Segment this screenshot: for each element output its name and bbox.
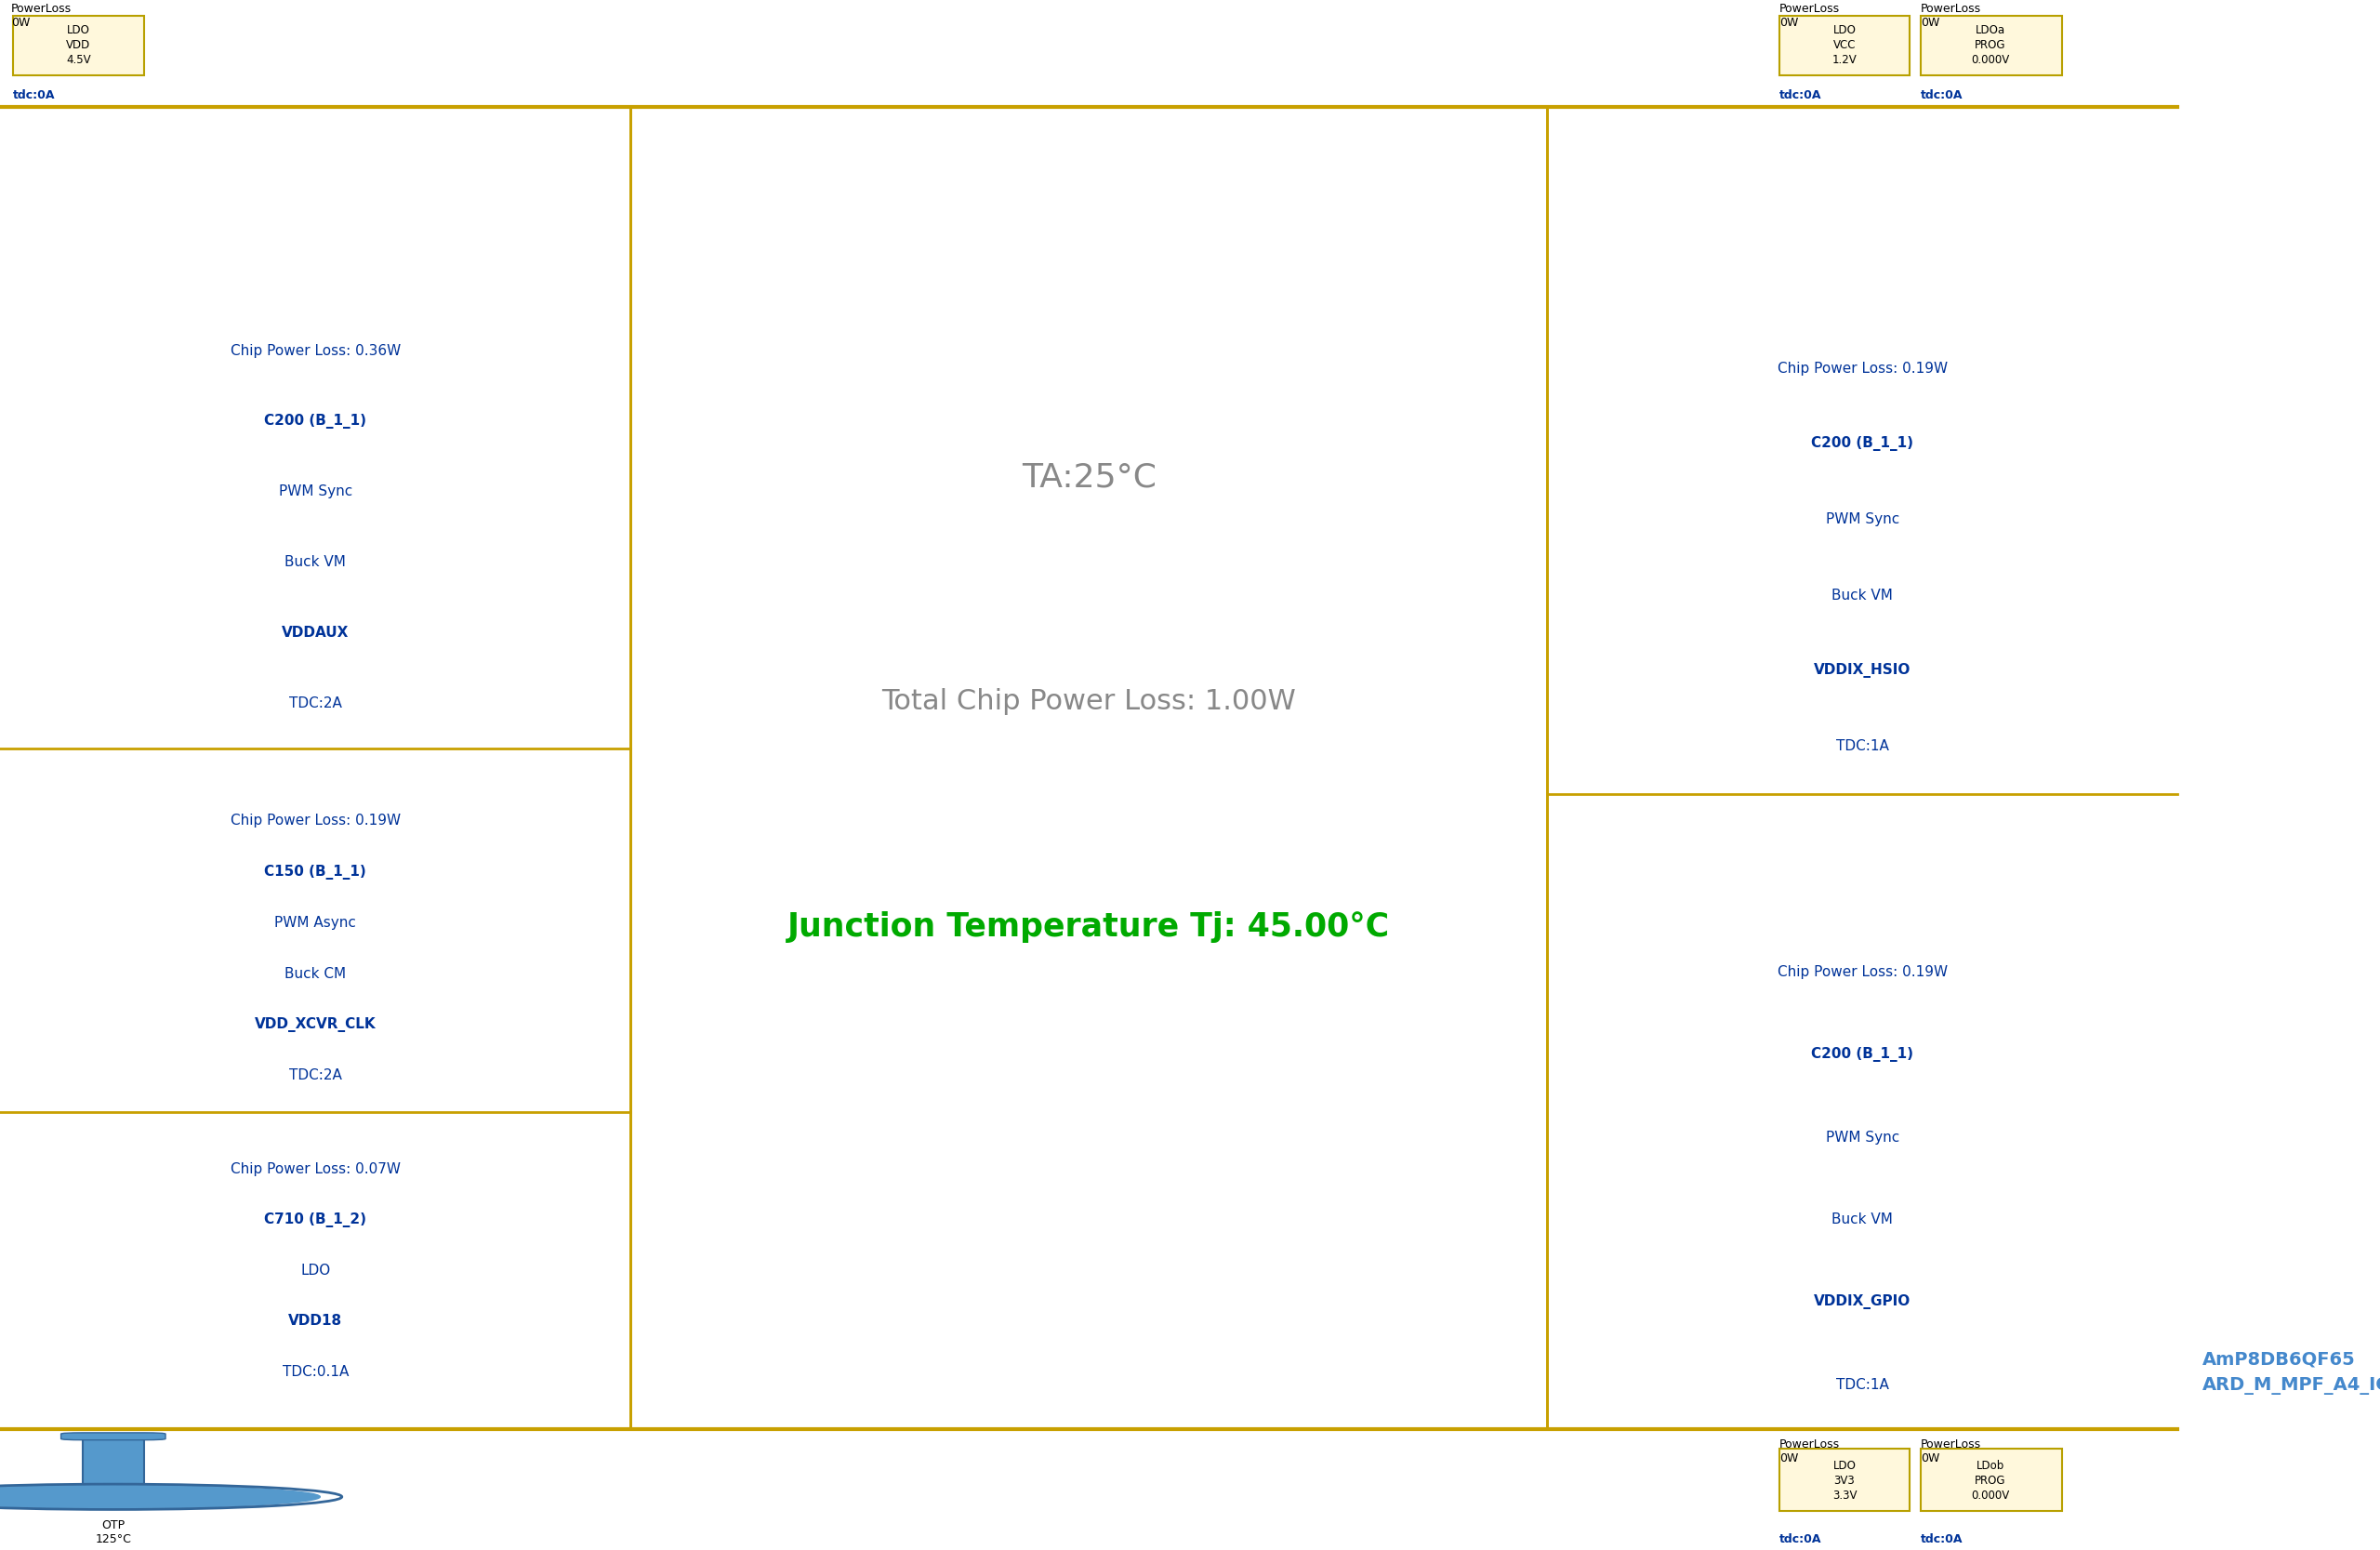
FancyBboxPatch shape [83,1437,143,1497]
Text: Buck CM: Buck CM [286,967,345,981]
Text: TA:25°C: TA:25°C [1021,462,1157,493]
Text: TDC:1A: TDC:1A [1835,1378,1890,1392]
Text: Total Chip Power Loss: 1.00W: Total Chip Power Loss: 1.00W [881,688,1297,716]
Text: PowerLoss
0W: PowerLoss 0W [1921,1438,1980,1465]
Text: tdc:0A: tdc:0A [1921,1533,1964,1545]
Text: C200 (B_1_1): C200 (B_1_1) [264,414,367,429]
FancyBboxPatch shape [1780,16,1909,74]
Text: Chip Power Loss: 0.07W: Chip Power Loss: 0.07W [231,1162,400,1176]
Text: LDO
VDD
4.5V: LDO VDD 4.5V [67,25,90,67]
FancyBboxPatch shape [1780,1448,1909,1511]
Text: Junction Temperature Tj: 45.00°C: Junction Temperature Tj: 45.00°C [788,911,1390,942]
Text: PowerLoss
0W: PowerLoss 0W [1780,3,1840,29]
Text: Chip Power Loss: 0.19W: Chip Power Loss: 0.19W [1778,966,1947,980]
Text: tdc:0A: tdc:0A [1780,1533,1821,1545]
FancyBboxPatch shape [1921,16,2063,74]
Text: LDO
3V3
3.3V: LDO 3V3 3.3V [1833,1460,1856,1502]
Text: Buck VM: Buck VM [1833,1212,1892,1226]
FancyBboxPatch shape [1921,1448,2063,1511]
Text: LDOa
PROG
0.000V: LDOa PROG 0.000V [1971,25,2009,67]
Text: PowerLoss
0W: PowerLoss 0W [1921,3,1980,29]
Text: Chip Power Loss: 0.36W: Chip Power Loss: 0.36W [231,344,400,358]
Text: TDC:0.1A: TDC:0.1A [283,1366,347,1380]
Text: VDDAUX: VDDAUX [281,626,350,640]
Text: TDC:1A: TDC:1A [1835,739,1890,753]
Text: Buck VM: Buck VM [286,555,345,569]
Text: VDD_XCVR_CLK: VDD_XCVR_CLK [255,1017,376,1032]
Text: AmP8DB6QF65
ARD_M_MPF_A4_IC2: AmP8DB6QF65 ARD_M_MPF_A4_IC2 [2202,1350,2380,1395]
Text: VDDIX_HSIO: VDDIX_HSIO [1814,663,1911,679]
Text: PWM Sync: PWM Sync [1825,513,1899,527]
Text: TDC:2A: TDC:2A [288,696,343,710]
Text: PowerLoss
0W: PowerLoss 0W [1780,1438,1840,1465]
Text: LDO: LDO [300,1263,331,1277]
Text: Buck VM: Buck VM [1833,587,1892,601]
FancyBboxPatch shape [62,1432,167,1440]
Circle shape [0,1485,321,1508]
Text: VDDIX_GPIO: VDDIX_GPIO [1814,1294,1911,1310]
Text: VDD18: VDD18 [288,1314,343,1328]
Text: C710 (B_1_2): C710 (B_1_2) [264,1212,367,1228]
Text: C200 (B_1_1): C200 (B_1_1) [1811,1048,1914,1062]
Text: LDO
VCC
1.2V: LDO VCC 1.2V [1833,25,1856,67]
Text: tdc:0A: tdc:0A [1780,90,1821,102]
Text: PowerLoss
0W: PowerLoss 0W [12,3,71,29]
Text: tdc:0A: tdc:0A [1921,90,1964,102]
Text: tdc:0A: tdc:0A [12,90,55,102]
Text: TDC:2A: TDC:2A [288,1068,343,1082]
Text: OTP
125°C: OTP 125°C [95,1519,131,1545]
FancyBboxPatch shape [12,16,143,74]
Text: PWM Async: PWM Async [274,916,357,930]
Text: PWM Sync: PWM Sync [1825,1130,1899,1144]
Text: Chip Power Loss: 0.19W: Chip Power Loss: 0.19W [231,814,400,828]
Text: C150 (B_1_1): C150 (B_1_1) [264,865,367,879]
Text: PWM Sync: PWM Sync [278,485,352,499]
Text: Chip Power Loss: 0.19W: Chip Power Loss: 0.19W [1778,361,1947,375]
Text: LDob
PROG
0.000V: LDob PROG 0.000V [1971,1460,2009,1502]
Text: C200 (B_1_1): C200 (B_1_1) [1811,437,1914,451]
